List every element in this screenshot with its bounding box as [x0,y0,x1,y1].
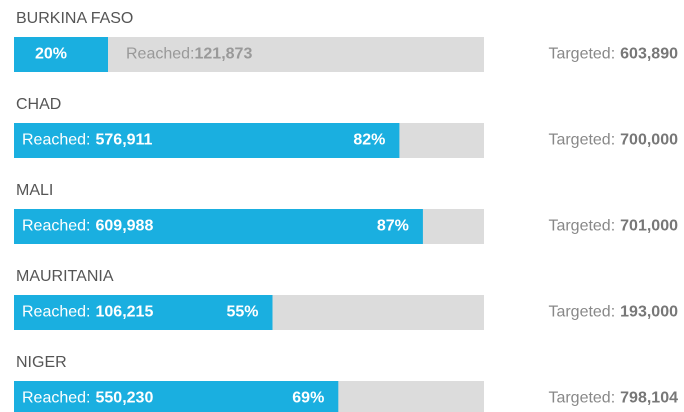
bar-fill [14,37,108,72]
reached-value: 576,911 [96,132,153,149]
reached-label: Reached:121,873 [126,46,252,63]
targeted-label: Targeted: 798,104 [548,390,678,407]
reached-name: Reached: [126,46,195,63]
targeted-label: Targeted: 193,000 [548,304,678,321]
percent-label: 82% [353,132,385,149]
targeted-label: Targeted: 700,000 [548,132,678,149]
reached-name: Reached: [22,390,91,407]
targeted-label: Targeted: 701,000 [548,218,678,235]
targeted-value: 798,104 [620,390,678,407]
targeted-value: 701,000 [620,218,678,235]
country-label: BURKINA FASO [16,10,133,27]
bar-fill [14,295,273,330]
reached-label: Reached: 550,230 [22,390,153,407]
targeted-value: 603,890 [620,46,678,63]
targeted-name: Targeted: [548,304,615,321]
targeted-name: Targeted: [548,46,615,63]
reached-name: Reached: [22,304,91,321]
percent-label: 55% [226,304,258,321]
reached-name: Reached: [22,132,91,149]
percent-label: 87% [377,218,409,235]
country-label: MAURITANIA [16,268,114,285]
targeted-value: 700,000 [620,132,678,149]
reached-label: Reached: 106,215 [22,304,153,321]
targeted-label: Targeted: 603,890 [548,46,678,63]
targeted-name: Targeted: [548,218,615,235]
country-label: MALI [16,182,53,199]
reached-value: 121,873 [195,46,253,63]
percent-label: 20% [35,46,67,63]
reached-value: 106,215 [96,304,154,321]
country-label: NIGER [16,354,67,371]
bar-fill [14,123,400,158]
country-label: CHAD [16,96,61,113]
reached-label: Reached: 576,911 [22,132,153,149]
reached-value: 609,988 [96,218,154,235]
reached-label: Reached: 609,988 [22,218,153,235]
targeted-name: Targeted: [548,390,615,407]
reached-value: 550,230 [96,390,154,407]
percent-label: 69% [292,390,324,407]
targeted-name: Targeted: [548,132,615,149]
bar-fill [14,209,423,244]
targeted-value: 193,000 [620,304,678,321]
reached-name: Reached: [22,218,91,235]
bar-fill [14,381,339,412]
